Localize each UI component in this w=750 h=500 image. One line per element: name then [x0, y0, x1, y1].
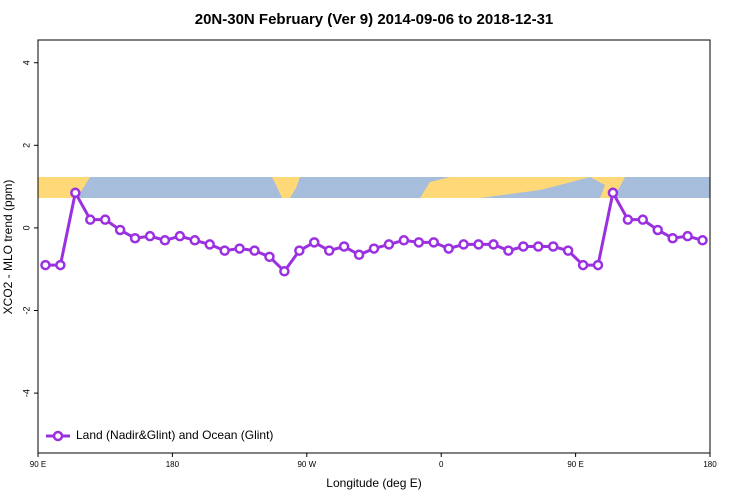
data-point: [562, 245, 574, 256]
data-point: [144, 230, 156, 242]
data-point: [592, 259, 604, 271]
x-tick-label: 90 E: [567, 460, 583, 469]
data-point: [637, 214, 649, 225]
data-point: [488, 239, 499, 250]
data-point: [667, 232, 678, 244]
y-tick-label: -2: [21, 307, 31, 315]
data-point: [249, 245, 260, 256]
data-point: [443, 243, 454, 254]
data-point: [323, 245, 335, 256]
map-strip: [38, 177, 710, 198]
data-point: [114, 224, 126, 236]
data-point: [622, 214, 634, 225]
data-point: [129, 232, 141, 244]
chart-title: 20N-30N February (Ver 9) 2014-09-06 to 2…: [195, 11, 554, 28]
series-line: [45, 188, 703, 274]
data-point: [428, 237, 439, 248]
data-point: [85, 214, 96, 225]
x-tick-label: 180: [703, 460, 717, 469]
data-point: [189, 235, 201, 246]
data-point: [547, 241, 559, 252]
data-point: [413, 237, 425, 248]
data-point: [458, 239, 469, 250]
data-point: [518, 241, 529, 252]
data-point: [55, 259, 66, 271]
data-point: [338, 241, 350, 252]
data-point: [309, 237, 320, 248]
data-point: [159, 235, 171, 246]
data-point: [99, 214, 111, 225]
data-point: [533, 241, 544, 252]
data-point: [697, 235, 708, 246]
data-point: [368, 243, 380, 254]
data-point: [577, 259, 589, 271]
data-point: [294, 245, 305, 256]
y-tick-label: -4: [21, 389, 31, 397]
plot-frame: [37, 39, 711, 454]
data-point: [234, 243, 245, 254]
legend-label: Land (Nadir&Glint) and Ocean (Glint): [76, 428, 273, 442]
data-point: [682, 230, 693, 242]
x-tick-label: 0: [439, 460, 444, 469]
data-point: [652, 224, 663, 236]
y-axis-label: XCO2 - MLO trend (ppm): [1, 180, 15, 315]
data-point: [353, 249, 365, 261]
data-point: [607, 187, 619, 199]
x-tick-label: 180: [166, 460, 180, 469]
data-point: [174, 230, 186, 242]
data-point: [503, 245, 514, 256]
y-tick-label: 0: [21, 225, 31, 230]
data-point: [219, 245, 230, 256]
data-point: [204, 239, 215, 250]
data-point: [279, 266, 290, 277]
x-tick-label: 90 E: [30, 460, 46, 469]
data-point: [473, 239, 484, 250]
data-point: [70, 187, 81, 199]
data-point: [398, 235, 410, 246]
y-tick-label: 4: [21, 60, 31, 65]
x-tick-label: 90 W: [297, 460, 316, 469]
legend-marker: [52, 430, 64, 442]
data-point: [264, 251, 275, 263]
data-point: [40, 259, 51, 271]
data-point: [383, 239, 395, 250]
x-axis-label: Longitude (deg E): [326, 476, 421, 490]
y-tick-label: 2: [21, 143, 31, 148]
